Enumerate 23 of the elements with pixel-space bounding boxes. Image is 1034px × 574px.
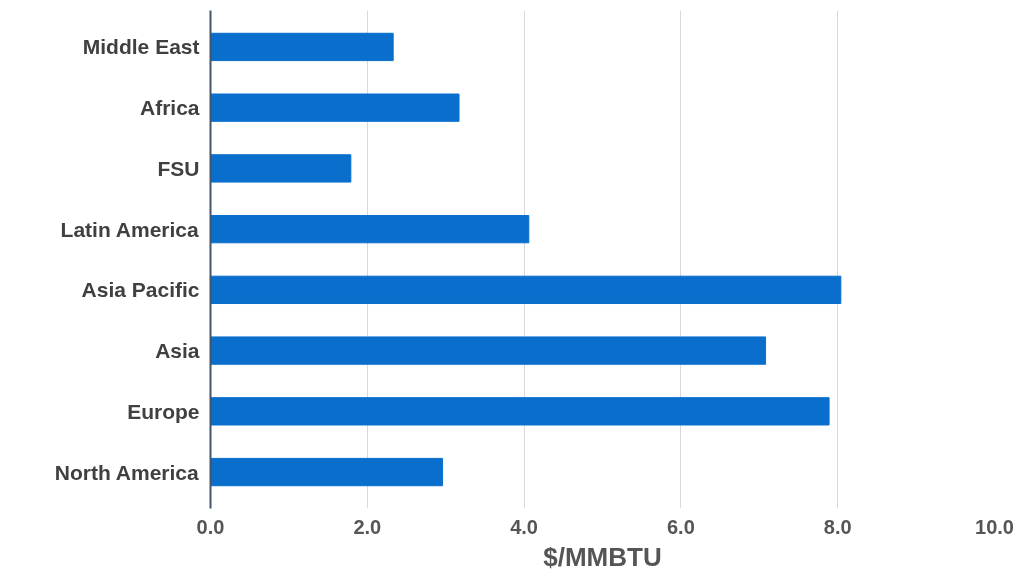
bar [210,154,352,183]
bar [210,93,460,122]
bar [210,214,530,244]
x-tick-label: 10.0 [975,515,1014,538]
bar [210,336,767,365]
bar [210,275,842,305]
y-tick-label: North America [54,460,200,484]
bar [210,457,444,487]
x-tick-label: 6.0 [667,515,695,538]
y-tick-label: Asia [155,339,200,363]
y-tick-label: Europe [127,399,200,423]
y-tick-label: FSU [157,156,200,180]
y-tick-label: Latin America [60,217,200,241]
y-tick-label: Africa [139,96,200,120]
x-tick-label: 4.0 [510,515,539,538]
x-tick-label: 8.0 [823,515,852,538]
bar [210,397,830,426]
x-tick-label: 0.0 [196,515,225,538]
x-tick-label: 2.0 [353,515,382,538]
y-tick-label: Middle East [82,35,200,59]
x-axis-title: $/MMBTU [543,541,662,572]
y-tick-label: Asia Pacific [81,278,200,302]
bar [210,32,394,62]
